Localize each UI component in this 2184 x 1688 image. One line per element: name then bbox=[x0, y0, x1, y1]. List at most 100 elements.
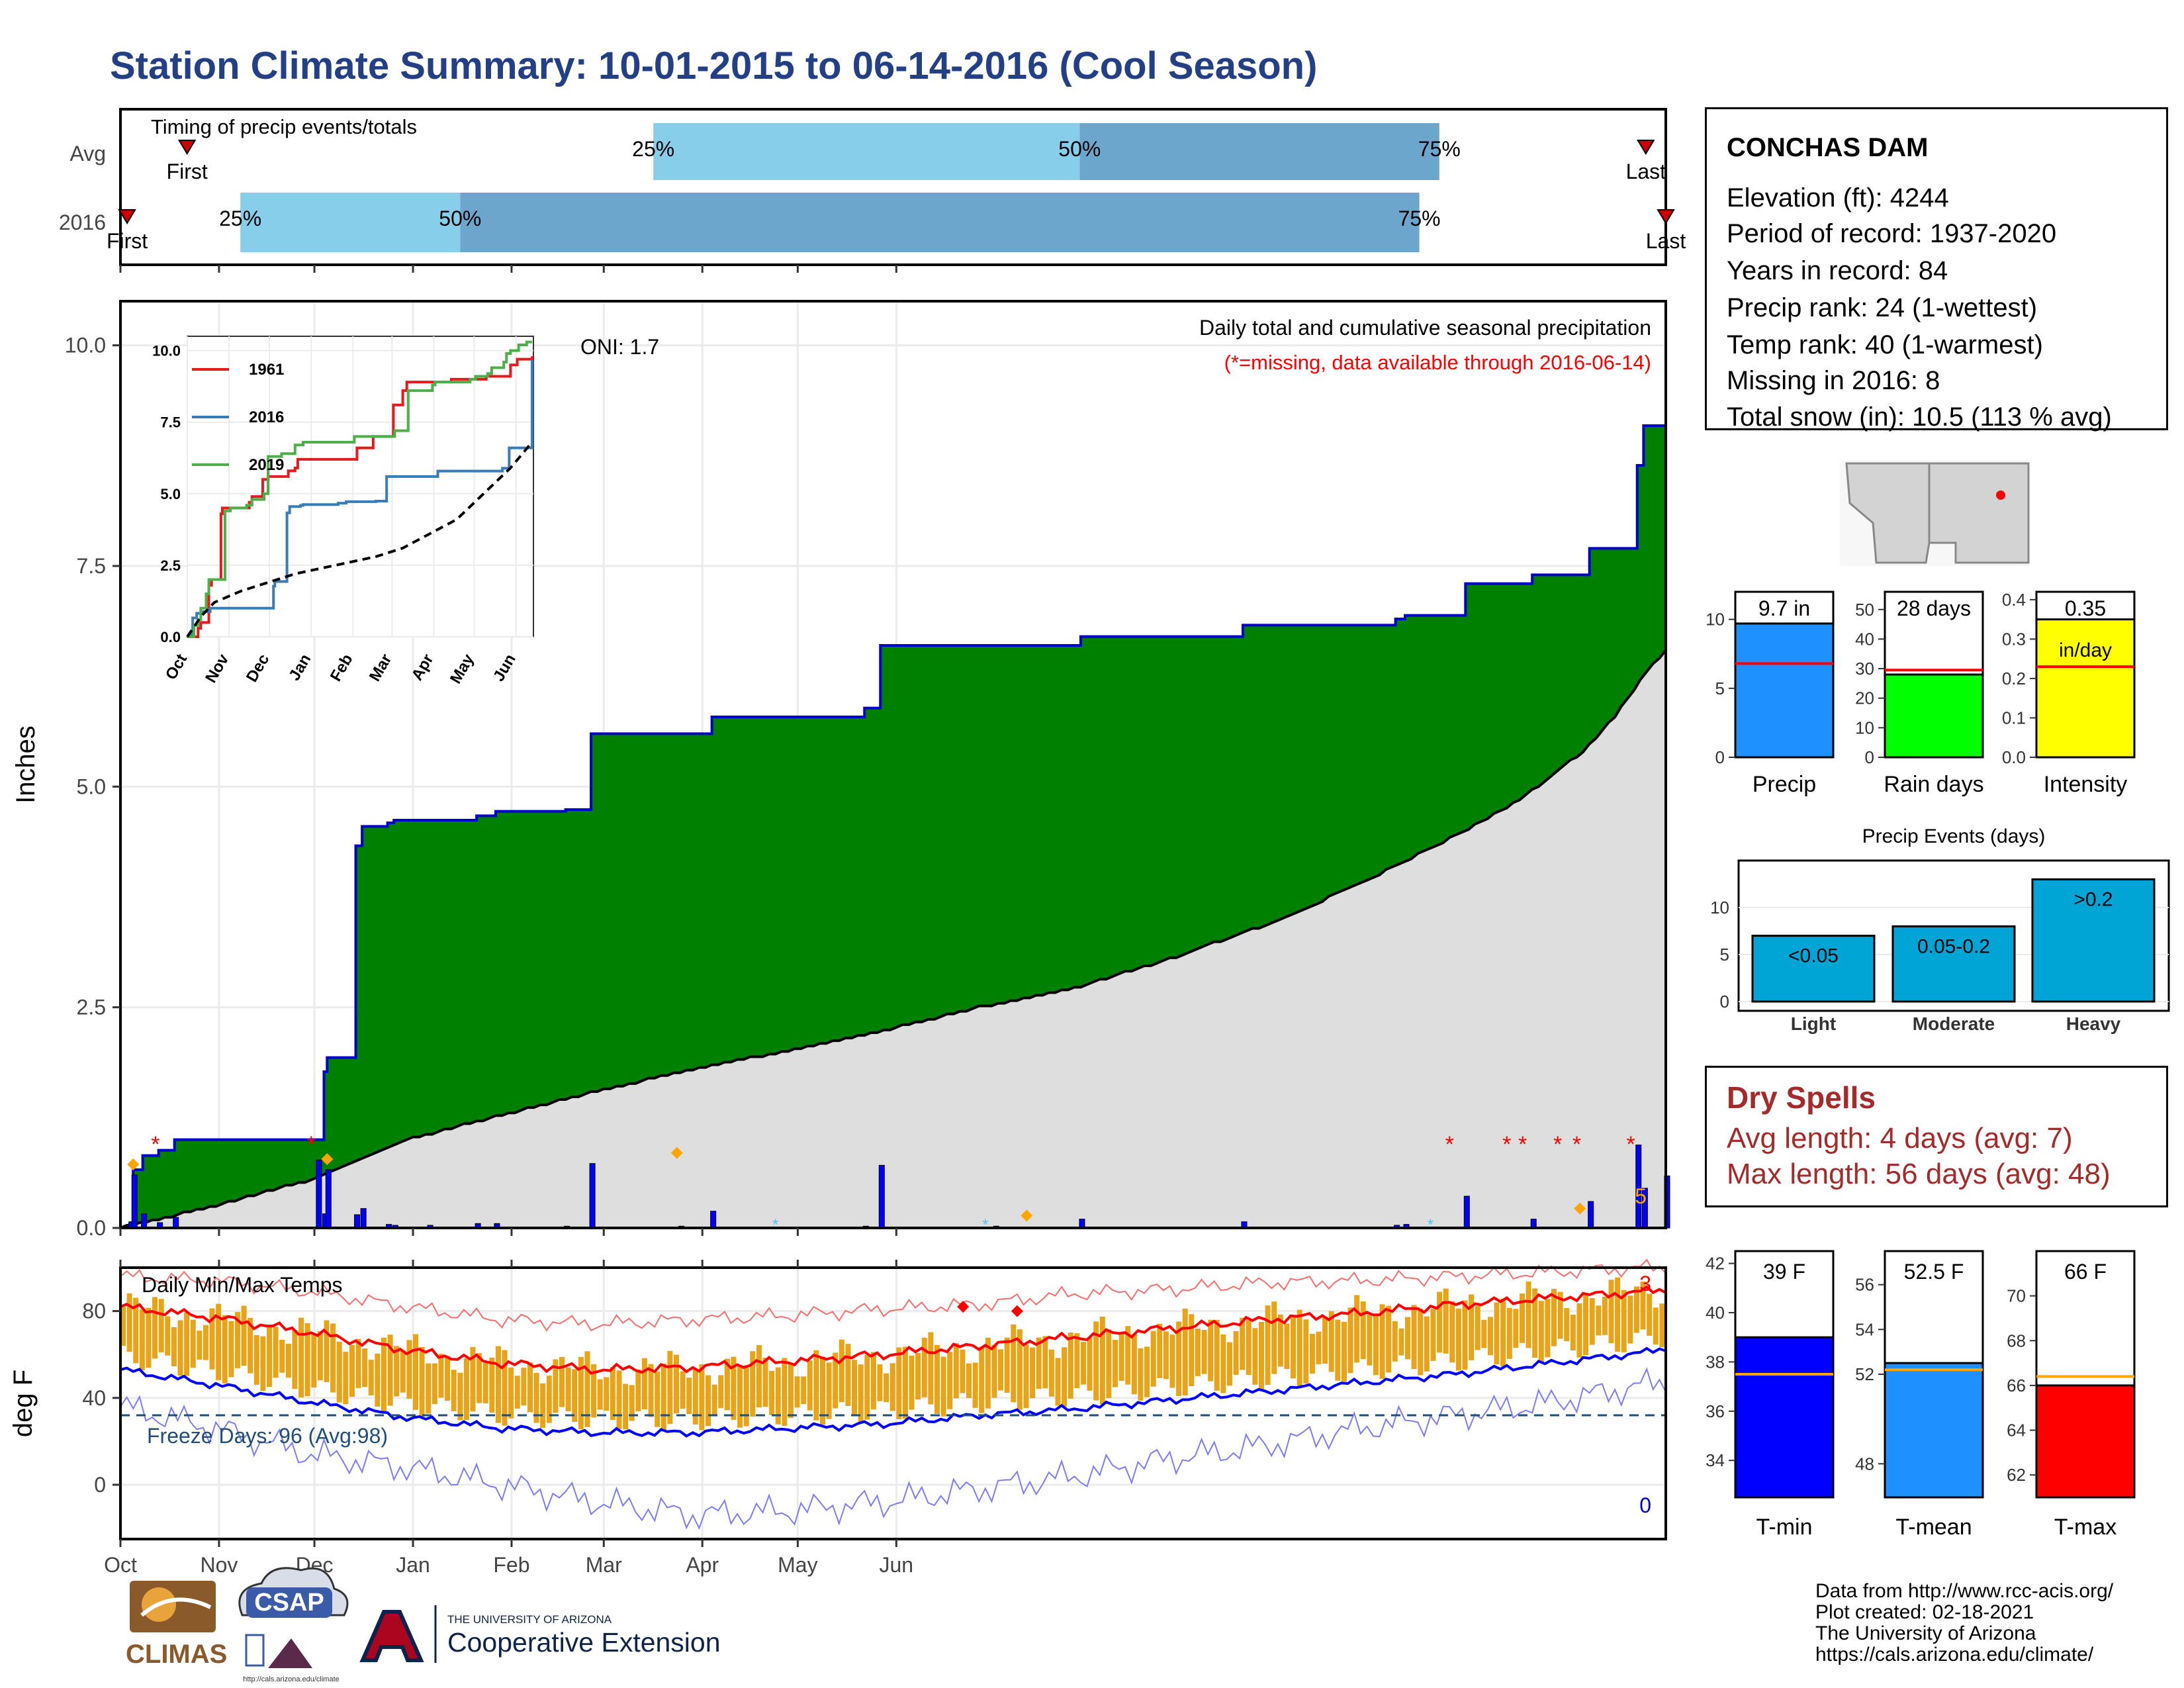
daily-temp-range-bar bbox=[623, 1383, 629, 1430]
events-ytick-label: 10 bbox=[1710, 898, 1729, 917]
events-bar-label: <0.05 bbox=[1788, 945, 1839, 967]
daily-temp-range-bar bbox=[610, 1367, 615, 1421]
daily-temp-range-bar bbox=[482, 1362, 488, 1404]
temp-summary-bars: 39 F T-min 34 36 38 40 42 52.5 F T-mean 48 52 54 56 6… bbox=[1706, 1250, 2136, 1540]
station-name: CONCHAS DAM bbox=[1727, 133, 1929, 162]
timing-pct-label-2016: 25% bbox=[219, 207, 261, 230]
daily-temp-range-bar bbox=[1570, 1315, 1576, 1351]
station-location-map bbox=[1840, 460, 2030, 566]
daily-temp-range-bar bbox=[743, 1365, 749, 1427]
daily-temp-range-bar bbox=[222, 1315, 228, 1383]
daily-temp-range-bar bbox=[1150, 1331, 1156, 1387]
page-title: Station Climate Summary: 10-01-2015 to 0… bbox=[110, 44, 1318, 87]
precip-ytick-label: 7.5 bbox=[77, 554, 106, 578]
timing-pct-label-2016: 75% bbox=[1398, 207, 1441, 230]
inset-ytick-label: 10.0 bbox=[152, 343, 181, 359]
timing-pct-label-avg: 25% bbox=[632, 137, 674, 161]
daily-temp-range-bar bbox=[1500, 1299, 1506, 1367]
daily-temp-range-bar bbox=[1284, 1323, 1290, 1370]
average-precip-area bbox=[120, 650, 1666, 1228]
temp-y-axis-label: deg F bbox=[9, 1370, 38, 1437]
daily-temp-range-bar bbox=[190, 1319, 196, 1368]
daily-temp-range-bar bbox=[553, 1359, 559, 1413]
daily-precip-bar bbox=[316, 1159, 322, 1229]
summary-label-precip: Precip bbox=[1752, 772, 1816, 797]
daily-temp-range-bar bbox=[591, 1364, 597, 1418]
daily-temp-range-bar bbox=[1551, 1288, 1557, 1346]
daily-temp-range-bar bbox=[584, 1351, 590, 1427]
summary-value-rain-days: 28 days bbox=[1897, 596, 1971, 620]
daily-temp-range-bar bbox=[1602, 1296, 1608, 1335]
daily-temp-range-bar bbox=[1615, 1277, 1621, 1352]
daily-temp-range-bar bbox=[1589, 1298, 1595, 1345]
summary-ytick-label: 40 bbox=[1855, 629, 1874, 649]
summary-ytick-label: 0.0 bbox=[2002, 747, 2026, 767]
dry-spells-max: Max length: 56 days (avg: 48) bbox=[1727, 1158, 2111, 1190]
daily-temp-range-bar bbox=[1004, 1337, 1010, 1393]
timing-pct-label-avg: 50% bbox=[1058, 137, 1101, 161]
timing-row-label-avg: Avg bbox=[69, 142, 106, 165]
temp-summary-value-tmean: 52.5 F bbox=[1904, 1260, 1964, 1284]
summary-ytick-label: 10 bbox=[1706, 610, 1725, 630]
daily-temp-range-bar bbox=[756, 1345, 762, 1408]
daily-temp-range-bar bbox=[769, 1370, 775, 1415]
timing-row-label-2016: 2016 bbox=[59, 211, 106, 234]
avg-max-line bbox=[120, 1285, 1666, 1375]
timing-pct-label-2016: 50% bbox=[439, 207, 481, 230]
summary-label-rain-days: Rain days bbox=[1884, 772, 1983, 797]
dry-spells-avg: Avg length: 4 days (avg: 7) bbox=[1727, 1122, 2073, 1154]
csap-mountain-icon bbox=[268, 1638, 312, 1668]
record-high-count: 3 bbox=[1639, 1272, 1651, 1295]
timing-bar-q2-2016 bbox=[240, 193, 461, 252]
daily-temp-range-bar bbox=[1131, 1334, 1137, 1395]
daily-temp-range-bar bbox=[426, 1363, 432, 1414]
daily-temp-range-bar bbox=[463, 1358, 469, 1421]
summary-ytick-label: 0.4 bbox=[2002, 590, 2026, 610]
daily-temp-range-bar bbox=[1208, 1319, 1214, 1382]
daily-temp-range-bar bbox=[1347, 1307, 1353, 1374]
daily-temp-range-bar bbox=[934, 1344, 940, 1414]
daily-temp-range-bar bbox=[1576, 1303, 1582, 1358]
inset-ytick-label: 7.5 bbox=[160, 414, 181, 431]
daily-temp-range-bar bbox=[680, 1371, 686, 1409]
summary-ytick-label: 30 bbox=[1855, 659, 1874, 679]
main-xtick-label: Jun bbox=[880, 1553, 914, 1577]
summary-ytick-label: 10 bbox=[1855, 718, 1874, 737]
daily-temp-range-bar bbox=[445, 1356, 451, 1401]
daily-temp-range-bar bbox=[1653, 1307, 1659, 1345]
summary-ytick-label: 5 bbox=[1715, 679, 1725, 698]
credits-block: Data from http://www.rcc-acis.org/ Plot … bbox=[1815, 1581, 2113, 1665]
temp-summary-label-tmin: T-min bbox=[1756, 1515, 1813, 1540]
daily-temp-range-bar bbox=[1246, 1319, 1251, 1376]
daily-temp-range-bar bbox=[1099, 1317, 1105, 1405]
daily-temp-range-bar bbox=[940, 1356, 946, 1417]
main-xtick-label: Nov bbox=[200, 1553, 238, 1577]
credit-data-source: Data from http://www.rcc-acis.org/ bbox=[1815, 1580, 2114, 1602]
inset-ytick-label: 2.5 bbox=[160, 557, 181, 574]
main-xtick-label: Oct bbox=[104, 1553, 137, 1577]
daily-temp-range-bar bbox=[1545, 1299, 1551, 1358]
first-event-label-2016: First bbox=[107, 229, 148, 253]
daily-temp-range-bar bbox=[1093, 1321, 1099, 1401]
daily-temp-range-bar bbox=[629, 1385, 635, 1421]
daily-temp-range-bar bbox=[1398, 1328, 1404, 1356]
station-location-marker bbox=[1996, 491, 2005, 500]
daily-temp-range-bar bbox=[1640, 1281, 1646, 1330]
daily-temp-range-bar bbox=[660, 1363, 666, 1430]
daily-temp-range-bar bbox=[432, 1363, 437, 1405]
daily-temp-range-bar bbox=[1354, 1295, 1360, 1363]
daily-temp-range-bar bbox=[349, 1344, 355, 1397]
daily-temp-range-bar bbox=[330, 1323, 336, 1393]
daily-temp-range-bar bbox=[1182, 1308, 1188, 1396]
precip-ytick-label: 10.0 bbox=[65, 334, 106, 357]
oni-label: ONI: 1.7 bbox=[580, 335, 659, 359]
precip-y-axis-label: Inches bbox=[11, 726, 40, 804]
daily-temp-range-bar bbox=[1144, 1346, 1150, 1397]
daily-temp-range-bar bbox=[1328, 1311, 1334, 1372]
summary-value-precip: 9.7 in bbox=[1758, 596, 1810, 620]
daily-temp-range-bar bbox=[343, 1352, 349, 1405]
daily-temp-range-bar bbox=[648, 1364, 654, 1417]
daily-temp-range-bar bbox=[852, 1360, 858, 1417]
daily-temp-range-bar bbox=[177, 1320, 183, 1376]
missing-day-marker: * bbox=[1627, 1132, 1635, 1157]
